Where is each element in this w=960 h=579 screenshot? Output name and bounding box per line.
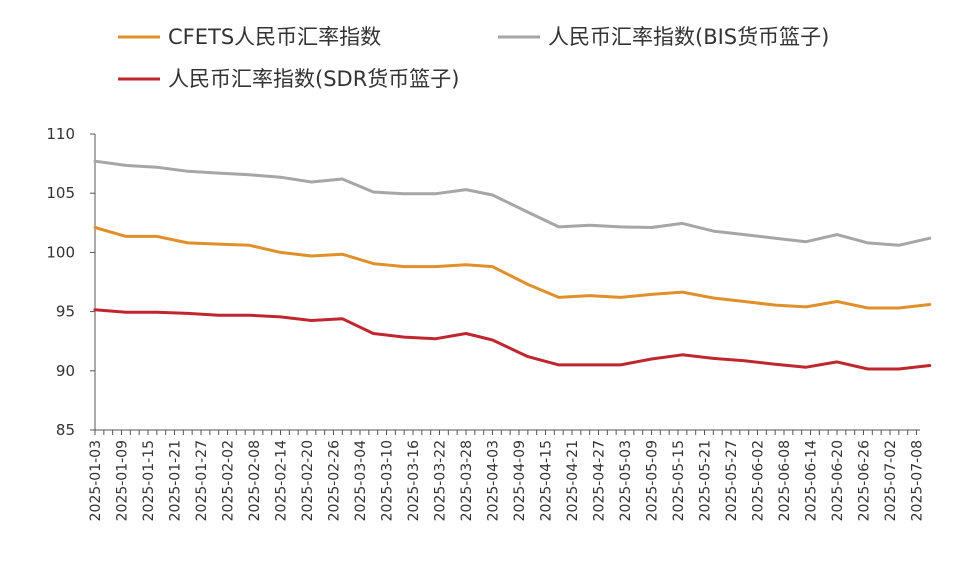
- x-tick-label: 2025-01-27: [194, 440, 210, 521]
- x-tick-label: 2025-05-03: [618, 440, 634, 521]
- x-tick-label: 2025-03-16: [406, 440, 422, 521]
- y-tick-label: 110: [46, 125, 75, 143]
- x-tick-label: 2025-04-15: [539, 440, 555, 521]
- legend-label-bis: 人民币汇率指数(BIS货币篮子): [548, 25, 829, 49]
- x-tick-label: 2025-02-08: [247, 440, 263, 521]
- series-lines: [93, 159, 932, 371]
- x-tick-label: 2025-01-21: [168, 440, 184, 521]
- x-tick-label: 2025-01-03: [88, 440, 104, 521]
- x-tick-label: 2025-05-09: [645, 440, 661, 521]
- x-tick-label: 2025-05-15: [671, 440, 687, 521]
- series-line-cfets: [93, 226, 932, 310]
- y-axis-ticks: 85 90 95 100 105 110: [46, 125, 95, 439]
- x-tick-label: 2025-03-28: [459, 440, 475, 521]
- x-tick-label: 2025-01-15: [141, 440, 157, 521]
- x-tick-label: 2025-04-27: [592, 440, 608, 521]
- legend-label-sdr: 人民币汇率指数(SDR货币篮子): [168, 67, 459, 91]
- x-tick-label: 2025-02-20: [300, 440, 316, 521]
- y-tick-label: 95: [56, 303, 75, 321]
- x-tick-label: 2025-06-08: [777, 440, 793, 521]
- x-tick-label: 2025-07-08: [910, 440, 926, 521]
- x-tick-label: 2025-02-14: [274, 440, 290, 521]
- x-tick-label: 2025-02-26: [327, 440, 343, 521]
- x-tick-label: 2025-06-20: [830, 440, 846, 521]
- x-tick-label: 2025-03-10: [380, 440, 396, 521]
- axes: [94, 134, 920, 431]
- y-tick-label: 105: [46, 184, 75, 202]
- y-tick-label: 100: [46, 243, 75, 261]
- legend-entry-sdr: 人民币汇率指数(SDR货币篮子): [118, 67, 459, 91]
- x-tick-label: 2025-01-09: [115, 440, 131, 521]
- x-tick-label: 2025-04-09: [512, 440, 528, 521]
- y-tick-label: 90: [56, 362, 75, 380]
- x-tick-label: 2025-06-14: [804, 440, 820, 521]
- x-tick-label: 2025-04-21: [565, 440, 581, 521]
- x-tick-label: 2025-02-02: [221, 440, 237, 521]
- series-line-bis: [93, 159, 932, 247]
- x-tick-label: 2025-04-03: [486, 440, 502, 521]
- legend: CFETS人民币汇率指数 人民币汇率指数(BIS货币篮子) 人民币汇率指数(SD…: [118, 25, 829, 91]
- y-tick-label: 85: [56, 421, 75, 439]
- series-line-sdr: [93, 308, 932, 371]
- x-tick-label: 2025-05-21: [698, 440, 714, 521]
- x-axis-ticks: 2025-01-03 2025-01-09 2025-01-15 2025-01-21…: [88, 430, 926, 521]
- legend-entry-cfets: CFETS人民币汇率指数: [118, 25, 381, 49]
- x-tick-label: 2025-03-04: [353, 440, 369, 521]
- legend-label-cfets: CFETS人民币汇率指数: [168, 25, 381, 49]
- x-tick-label: 2025-07-02: [883, 440, 899, 521]
- legend-entry-bis: 人民币汇率指数(BIS货币篮子): [498, 25, 829, 49]
- x-tick-label: 2025-03-22: [433, 440, 449, 521]
- x-tick-label: 2025-05-27: [724, 440, 740, 521]
- x-tick-label: 2025-06-02: [751, 440, 767, 521]
- x-tick-label: 2025-06-26: [857, 440, 873, 521]
